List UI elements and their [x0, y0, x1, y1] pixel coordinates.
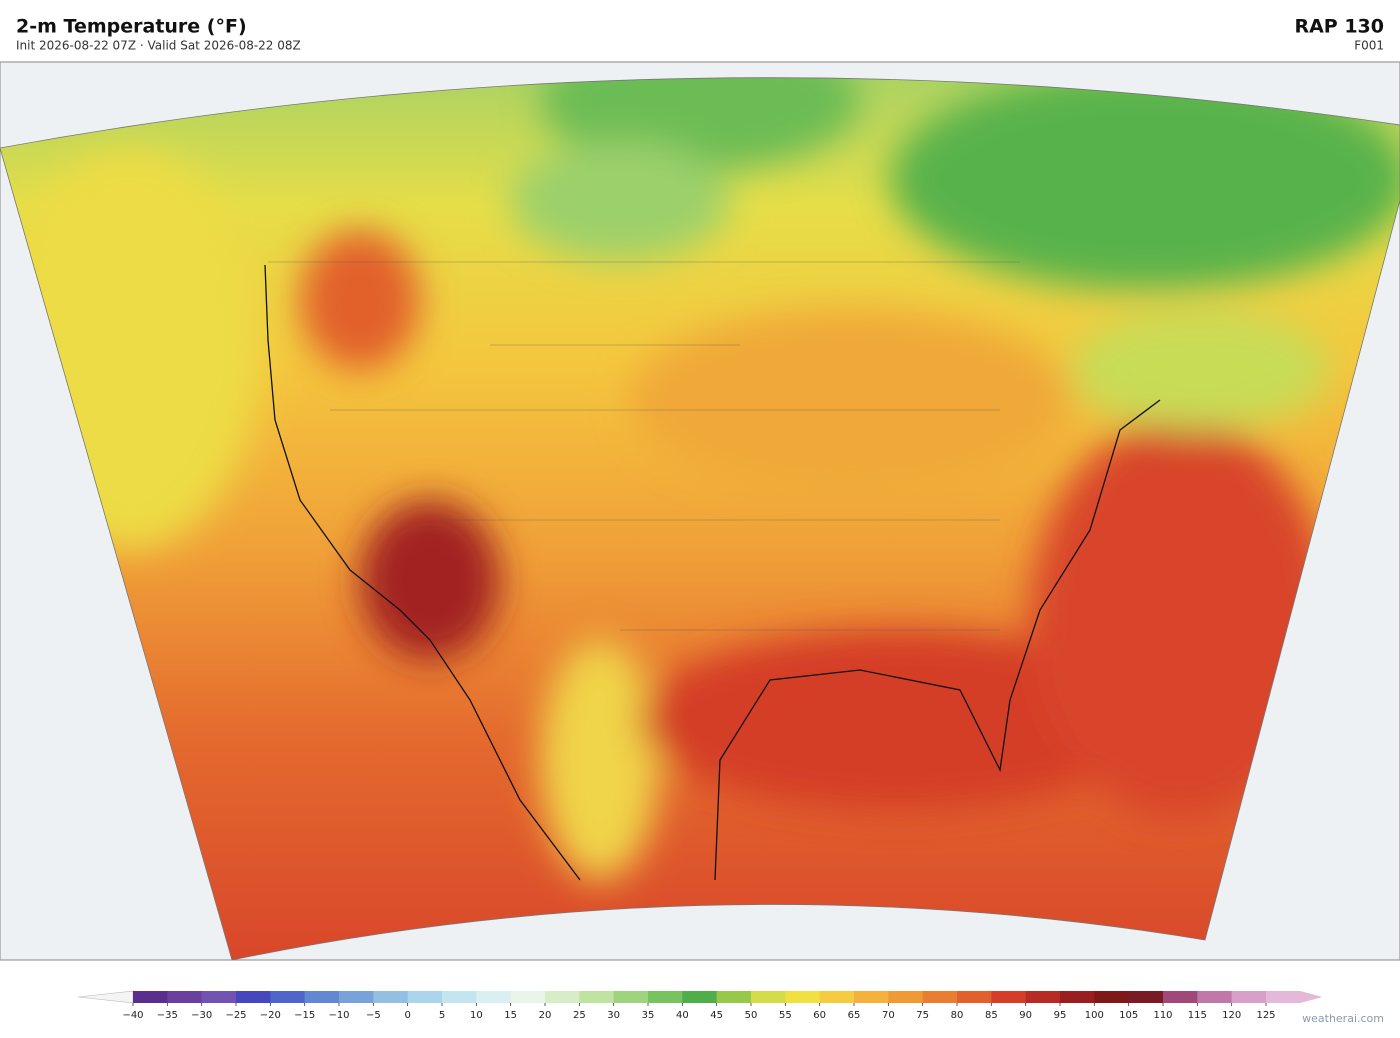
- colorbar-under: [77, 990, 134, 1004]
- map: [0, 61, 1400, 961]
- colorbar-tick-label: 40: [676, 1010, 689, 1021]
- map-title: 2-m Temperature (°F): [16, 16, 247, 38]
- colorbar-bin: [1060, 991, 1095, 1003]
- colorbar-bin: [716, 991, 752, 1003]
- colorbar-bin: [442, 991, 477, 1003]
- colorbar-bin: [888, 991, 923, 1003]
- colorbar-tick-label: 120: [1222, 1010, 1241, 1021]
- colorbar-tick-label: 115: [1188, 1010, 1207, 1021]
- colorbar-tick-label: −35: [157, 1010, 178, 1021]
- forecast-hour: F001: [1354, 39, 1384, 53]
- colorbar-over: [1266, 991, 1323, 1003]
- colorbar-bin: [167, 991, 202, 1003]
- colorbar-bin: [922, 991, 958, 1003]
- colorbar-tick-label: 5: [439, 1010, 445, 1021]
- colorbar-tick-label: 30: [607, 1010, 620, 1021]
- colorbar-tick-label: 100: [1085, 1010, 1104, 1021]
- colorbar-tick-label: 85: [985, 1010, 998, 1021]
- colorbar-bin: [1128, 991, 1164, 1003]
- colorbar-bin: [648, 991, 683, 1003]
- colorbar-tick-label: 80: [951, 1010, 964, 1021]
- colorbar-bin: [407, 991, 443, 1003]
- colorbar-bin: [785, 991, 820, 1003]
- colorbar-tick-label: −10: [328, 1010, 349, 1021]
- colorbar-tick-label: 45: [710, 1010, 723, 1021]
- colorbar-bin: [1163, 991, 1198, 1003]
- colorbar-bin: [682, 991, 717, 1003]
- colorbar-tick-label: 50: [745, 1010, 758, 1021]
- colorbar-bin: [991, 991, 1026, 1003]
- colorbar-bin: [339, 991, 374, 1003]
- colorbar-tick-label: −40: [122, 1010, 143, 1021]
- colorbar-tick-label: 75: [916, 1010, 929, 1021]
- colorbar-tick-label: 55: [779, 1010, 792, 1021]
- colorbar-bin: [476, 991, 511, 1003]
- colorbar-bin: [236, 991, 271, 1003]
- colorbar-bin: [1094, 991, 1129, 1003]
- borders: [268, 261, 1020, 631]
- colorbar-tick-label: 15: [504, 1010, 517, 1021]
- colorbar-bin: [304, 991, 340, 1003]
- colorbar-tick-label: 65: [848, 1010, 861, 1021]
- colorbar-tick-label: 10: [470, 1010, 483, 1021]
- colorbar-tick-label: 60: [813, 1010, 826, 1021]
- colorbar-bin: [373, 991, 408, 1003]
- colorbar-tick-label: 0: [404, 1010, 410, 1021]
- colorbar-bin: [579, 991, 614, 1003]
- colorbar-tick-label: 105: [1119, 1010, 1138, 1021]
- colorbar-tick-label: −5: [366, 1010, 381, 1021]
- colorbar-tick-label: −20: [260, 1010, 281, 1021]
- colorbar: −40 −35 −30 −25 −20 −15 −10 −5 0 5 10 15 20 25 30 35 40 4…: [77, 990, 1323, 1021]
- colorbar-bin: [854, 991, 889, 1003]
- colorbar-bin: [1231, 991, 1267, 1003]
- colorbar-tick-label: −15: [294, 1010, 315, 1021]
- model-name: RAP 130: [1294, 16, 1384, 38]
- colorbar-tick-label: 25: [573, 1010, 586, 1021]
- colorbar-bin: [201, 991, 237, 1003]
- colorbar-bin: [510, 991, 546, 1003]
- colorbar-tick-label: 70: [882, 1010, 895, 1021]
- colorbar-tick-label: 20: [539, 1010, 552, 1021]
- watermark: weatherai.com: [1302, 1012, 1384, 1025]
- colorbar-bin: [545, 991, 580, 1003]
- colorbar-tick-label: 95: [1054, 1010, 1067, 1021]
- coastline: [264, 264, 1161, 881]
- colorbar-bin: [613, 991, 649, 1003]
- colorbar-bin: [957, 991, 992, 1003]
- colorbar-bin: [270, 991, 305, 1003]
- colorbar-tick-label: −25: [225, 1010, 246, 1021]
- colorbar-tick-label: −30: [191, 1010, 212, 1021]
- map-subtitle: Init 2026-08-22 07Z · Valid Sat 2026-08-…: [16, 39, 301, 53]
- colorbar-bin: [1197, 991, 1232, 1003]
- temperature-field: [0, 77, 1400, 961]
- colorbar-bin: [133, 991, 168, 1003]
- colorbar-bin: [1025, 991, 1061, 1003]
- colorbar-bin: [819, 991, 855, 1003]
- colorbar-tick-label: 125: [1256, 1010, 1275, 1021]
- colorbar-tick-label: 35: [642, 1010, 655, 1021]
- colorbar-tick-label: 110: [1153, 1010, 1172, 1021]
- colorbar-tick-label: 90: [1019, 1010, 1032, 1021]
- colorbar-bin: [751, 991, 786, 1003]
